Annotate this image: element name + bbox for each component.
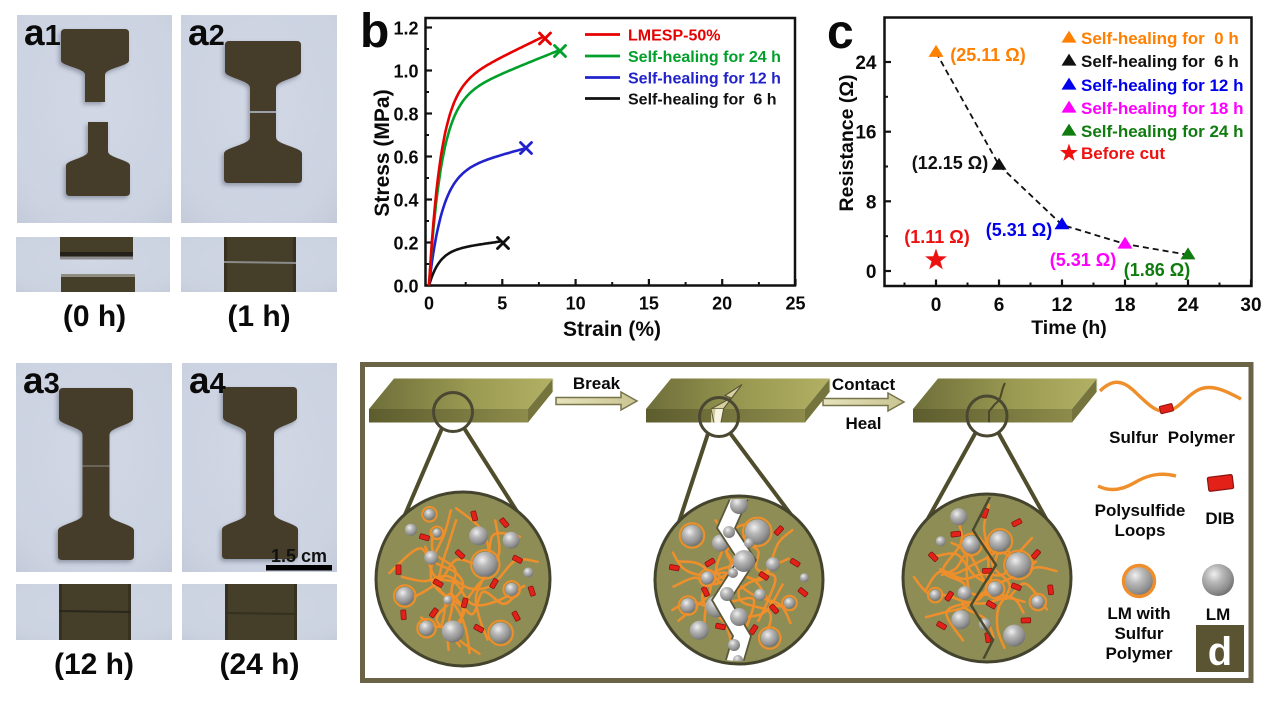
svg-text:Time (h): Time (h) — [1031, 317, 1106, 339]
svg-text:d: d — [1208, 630, 1232, 674]
svg-text:0.0: 0.0 — [393, 277, 418, 297]
svg-text:LM: LM — [1206, 605, 1231, 624]
svg-text:Break: Break — [573, 374, 621, 393]
svg-text:5: 5 — [497, 294, 507, 314]
svg-text:(5.31 Ω): (5.31 Ω) — [1050, 250, 1116, 270]
svg-text:(5.31 Ω): (5.31 Ω) — [986, 220, 1052, 240]
svg-text:Self-healing for 24 h: Self-healing for 24 h — [1081, 122, 1243, 141]
svg-text:1.2: 1.2 — [393, 19, 418, 39]
svg-text:DIB: DIB — [1205, 509, 1234, 528]
svg-text:12: 12 — [1051, 295, 1072, 316]
svg-text:20: 20 — [712, 294, 732, 314]
svg-text:LM with: LM with — [1107, 604, 1170, 623]
svg-text:Before cut: Before cut — [1081, 144, 1165, 163]
svg-text:Self-healing for 6 h: Self-healing for 6 h — [1081, 52, 1239, 71]
svg-text:Heal: Heal — [846, 414, 882, 433]
svg-text:0: 0 — [931, 295, 942, 316]
svg-text:0: 0 — [424, 294, 434, 314]
svg-text:(1.11 Ω): (1.11 Ω) — [904, 227, 969, 247]
svg-text:Stress (MPa): Stress (MPa) — [371, 89, 394, 216]
svg-text:Self-healing for 24 h: Self-healing for 24 h — [628, 49, 781, 66]
svg-text:Sulfur Polymer: Sulfur Polymer — [1109, 428, 1235, 447]
svg-text:LMESP-50%: LMESP-50% — [628, 28, 720, 45]
svg-text:16: 16 — [855, 123, 876, 144]
svg-text:25: 25 — [785, 294, 805, 314]
svg-text:30: 30 — [1240, 295, 1261, 316]
svg-text:0.6: 0.6 — [393, 148, 418, 168]
svg-text:Polysulfide: Polysulfide — [1095, 501, 1186, 520]
svg-text:Resistance (Ω): Resistance (Ω) — [836, 74, 858, 211]
svg-text:24: 24 — [1177, 295, 1199, 316]
svg-text:1.5 cm: 1.5 cm — [271, 546, 327, 566]
svg-text:Self-healing for 12 h: Self-healing for 12 h — [1081, 76, 1243, 95]
svg-text:15: 15 — [639, 294, 659, 314]
svg-text:10: 10 — [566, 294, 586, 314]
svg-text:(12.15 Ω): (12.15 Ω) — [912, 153, 988, 173]
svg-text:Self-healing for 18 h: Self-healing for 18 h — [1081, 99, 1243, 118]
svg-text:Polymer: Polymer — [1105, 644, 1172, 663]
svg-text:(25.11 Ω): (25.11 Ω) — [950, 45, 1025, 65]
svg-text:8: 8 — [866, 192, 877, 213]
svg-text:(1.86 Ω): (1.86 Ω) — [1124, 260, 1190, 280]
svg-text:Loops: Loops — [1115, 521, 1166, 540]
svg-text:0.8: 0.8 — [393, 105, 418, 125]
svg-text:Self-healing for 12 h: Self-healing for 12 h — [628, 71, 781, 88]
svg-text:1.0: 1.0 — [393, 62, 418, 82]
svg-text:Sulfur: Sulfur — [1114, 624, 1163, 643]
svg-text:Strain (%): Strain (%) — [563, 318, 661, 341]
svg-text:18: 18 — [1114, 295, 1135, 316]
svg-text:24: 24 — [855, 53, 877, 74]
svg-text:0.4: 0.4 — [393, 191, 418, 211]
svg-text:0: 0 — [866, 262, 877, 283]
svg-text:6: 6 — [994, 295, 1005, 316]
svg-text:b: b — [360, 5, 389, 58]
svg-text:Self-healing for 6 h: Self-healing for 6 h — [628, 92, 776, 109]
svg-text:c: c — [827, 6, 854, 59]
svg-text:0.2: 0.2 — [393, 234, 418, 254]
svg-text:Self-healing for 0 h: Self-healing for 0 h — [1081, 29, 1239, 48]
svg-text:Contact: Contact — [832, 375, 896, 394]
